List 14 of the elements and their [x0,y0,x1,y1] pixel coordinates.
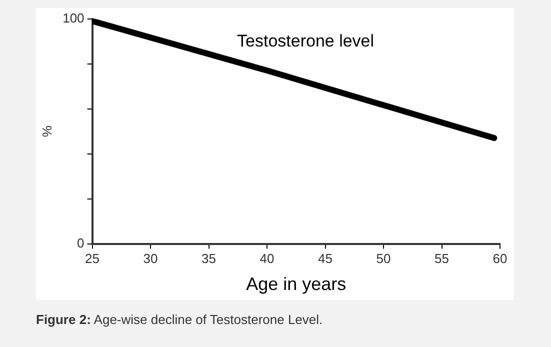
x-tick-label: 45 [318,251,332,266]
series-label: Testosterone level [237,32,374,51]
x-tick-label: 60 [492,251,508,266]
x-tick-label: 30 [143,251,158,266]
y-tick-label: 100 [62,10,84,26]
y-tick-label: 0 [77,235,84,250]
caption: Figure 2: Age-wise decline of Testosterone Level. [36,312,323,327]
y-axis-title: % [39,125,54,138]
x-axis-title: Age in years [246,274,346,294]
x-tick-label: 25 [85,251,100,266]
x-tick-label: 40 [260,251,274,266]
x-tick-label: 35 [202,251,216,266]
x-tick-label: 55 [434,251,449,266]
x-tick-label: 50 [376,251,391,266]
